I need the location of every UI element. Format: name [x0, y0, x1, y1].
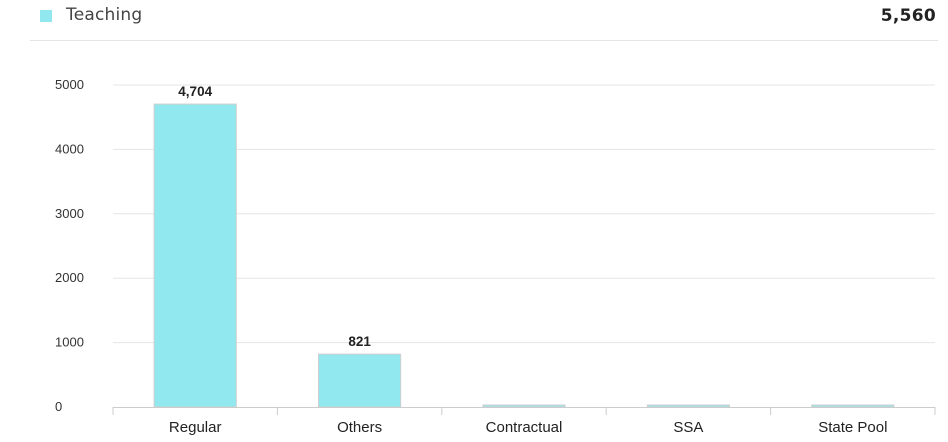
- total-value: 5,560: [880, 6, 936, 26]
- data-label: 4,704: [178, 84, 212, 99]
- legend-label[interactable]: Teaching: [66, 5, 143, 25]
- x-axis: Regular Others Contractual SSA State Pool: [112, 407, 936, 436]
- legend-header: Teaching 5,560: [30, 0, 938, 41]
- y-tick-label: 0: [55, 399, 62, 414]
- y-tick-label: 5000: [55, 77, 84, 92]
- gridlines: [113, 84, 935, 344]
- bars: [153, 103, 895, 408]
- y-axis-ticks: 0 1000 2000 3000 4000 5000: [55, 77, 84, 414]
- data-label: 821: [348, 334, 371, 349]
- x-tick-label: SSA: [673, 419, 703, 436]
- y-tick-label: 3000: [55, 206, 84, 221]
- x-tick-label: Regular: [169, 419, 222, 436]
- y-tick-label: 1000: [55, 335, 84, 350]
- y-tick-label: 2000: [55, 270, 84, 285]
- bar[interactable]: [646, 404, 730, 408]
- x-tick-label: State Pool: [818, 419, 887, 436]
- data-labels: 4,704 821: [178, 84, 371, 349]
- bar[interactable]: [153, 103, 237, 408]
- bar[interactable]: [318, 353, 402, 408]
- x-tick-label: Others: [337, 419, 382, 436]
- y-tick-label: 4000: [55, 141, 84, 156]
- bar[interactable]: [811, 404, 895, 408]
- legend-swatch[interactable]: [40, 10, 52, 22]
- bar[interactable]: [482, 404, 566, 408]
- x-tick-label: Contractual: [486, 419, 563, 436]
